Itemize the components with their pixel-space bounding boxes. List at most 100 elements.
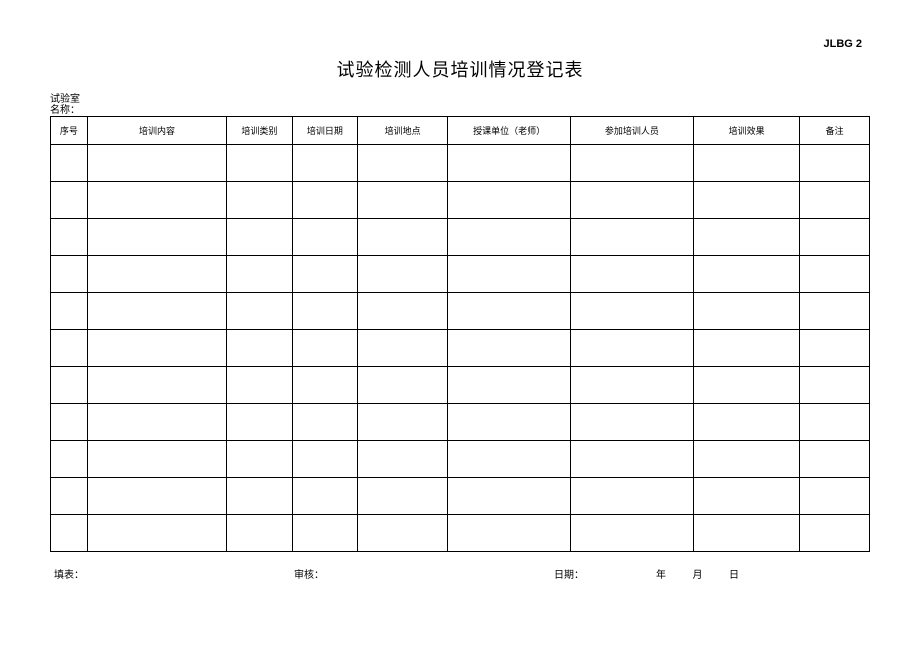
table-row	[51, 404, 870, 441]
table-cell	[693, 182, 799, 219]
table-cell	[227, 182, 293, 219]
table-row	[51, 256, 870, 293]
date-label: 日期：	[554, 566, 584, 581]
table-cell	[358, 441, 448, 478]
table-cell	[358, 330, 448, 367]
table-cell	[51, 182, 88, 219]
table-header-cell: 培训类别	[227, 117, 293, 145]
table-row	[51, 441, 870, 478]
table-row	[51, 515, 870, 552]
table-cell	[800, 182, 870, 219]
table-cell	[800, 478, 870, 515]
table-cell	[51, 404, 88, 441]
footer: 填表： 审核： 日期： 年 月 日	[50, 566, 870, 581]
table-cell	[87, 330, 226, 367]
table-cell	[292, 478, 358, 515]
page-title: 试验检测人员培训情况登记表	[50, 56, 870, 82]
table-cell	[292, 441, 358, 478]
table-cell	[571, 182, 694, 219]
table-cell	[448, 219, 571, 256]
table-cell	[292, 256, 358, 293]
table-row	[51, 330, 870, 367]
lab-name-label: 试验室 名称：	[50, 94, 870, 116]
table-cell	[693, 330, 799, 367]
table-cell	[227, 515, 293, 552]
table-row	[51, 219, 870, 256]
table-cell	[87, 219, 226, 256]
table-cell	[571, 404, 694, 441]
table-cell	[448, 293, 571, 330]
table-cell	[87, 256, 226, 293]
table-cell	[448, 404, 571, 441]
table-cell	[87, 515, 226, 552]
table-cell	[693, 293, 799, 330]
table-cell	[358, 145, 448, 182]
year-label: 年	[656, 570, 666, 581]
table-cell	[800, 515, 870, 552]
table-header-cell: 参加培训人员	[571, 117, 694, 145]
table-cell	[51, 330, 88, 367]
table-cell	[51, 256, 88, 293]
table-cell	[800, 330, 870, 367]
table-cell	[800, 293, 870, 330]
table-cell	[87, 441, 226, 478]
table-cell	[448, 515, 571, 552]
table-header-cell: 培训地点	[358, 117, 448, 145]
table-cell	[800, 404, 870, 441]
table-cell	[51, 515, 88, 552]
table-cell	[693, 404, 799, 441]
table-cell	[693, 367, 799, 404]
fill-label: 填表：	[54, 566, 294, 581]
table-row	[51, 182, 870, 219]
table-cell	[358, 256, 448, 293]
table-header-cell: 备注	[800, 117, 870, 145]
date-parts: 年 月 日	[644, 566, 751, 581]
review-label: 审核：	[294, 566, 554, 581]
table-header-row: 序号培训内容培训类别培训日期培训地点授课单位（老师）参加培训人员培训效果备注	[51, 117, 870, 145]
table-cell	[51, 441, 88, 478]
table-header-cell: 培训效果	[693, 117, 799, 145]
table-cell	[87, 478, 226, 515]
table-header-cell: 序号	[51, 117, 88, 145]
table-cell	[227, 367, 293, 404]
table-row	[51, 478, 870, 515]
table-cell	[292, 367, 358, 404]
table-cell	[292, 293, 358, 330]
table-cell	[227, 145, 293, 182]
table-cell	[87, 145, 226, 182]
table-cell	[292, 182, 358, 219]
table-cell	[358, 182, 448, 219]
table-cell	[358, 404, 448, 441]
table-cell	[358, 367, 448, 404]
table-cell	[571, 515, 694, 552]
table-cell	[51, 367, 88, 404]
table-header-cell: 培训日期	[292, 117, 358, 145]
table-cell	[800, 219, 870, 256]
table-cell	[800, 145, 870, 182]
table-cell	[571, 330, 694, 367]
lab-label-line1: 试验室	[50, 94, 870, 105]
table-cell	[87, 293, 226, 330]
table-cell	[227, 219, 293, 256]
table-cell	[571, 145, 694, 182]
table-cell	[571, 478, 694, 515]
table-cell	[693, 219, 799, 256]
table-cell	[358, 478, 448, 515]
table-cell	[227, 478, 293, 515]
table-cell	[51, 219, 88, 256]
lab-label-line2: 名称：	[50, 105, 870, 116]
table-cell	[292, 404, 358, 441]
table-row	[51, 145, 870, 182]
month-label: 月	[693, 570, 703, 581]
table-cell	[227, 404, 293, 441]
table-cell	[292, 515, 358, 552]
document-code: JLBG 2	[50, 38, 870, 50]
table-cell	[800, 441, 870, 478]
table-cell	[358, 219, 448, 256]
table-cell	[448, 330, 571, 367]
table-cell	[87, 182, 226, 219]
table-cell	[87, 404, 226, 441]
table-cell	[51, 293, 88, 330]
table-cell	[571, 293, 694, 330]
table-header-cell: 授课单位（老师）	[448, 117, 571, 145]
